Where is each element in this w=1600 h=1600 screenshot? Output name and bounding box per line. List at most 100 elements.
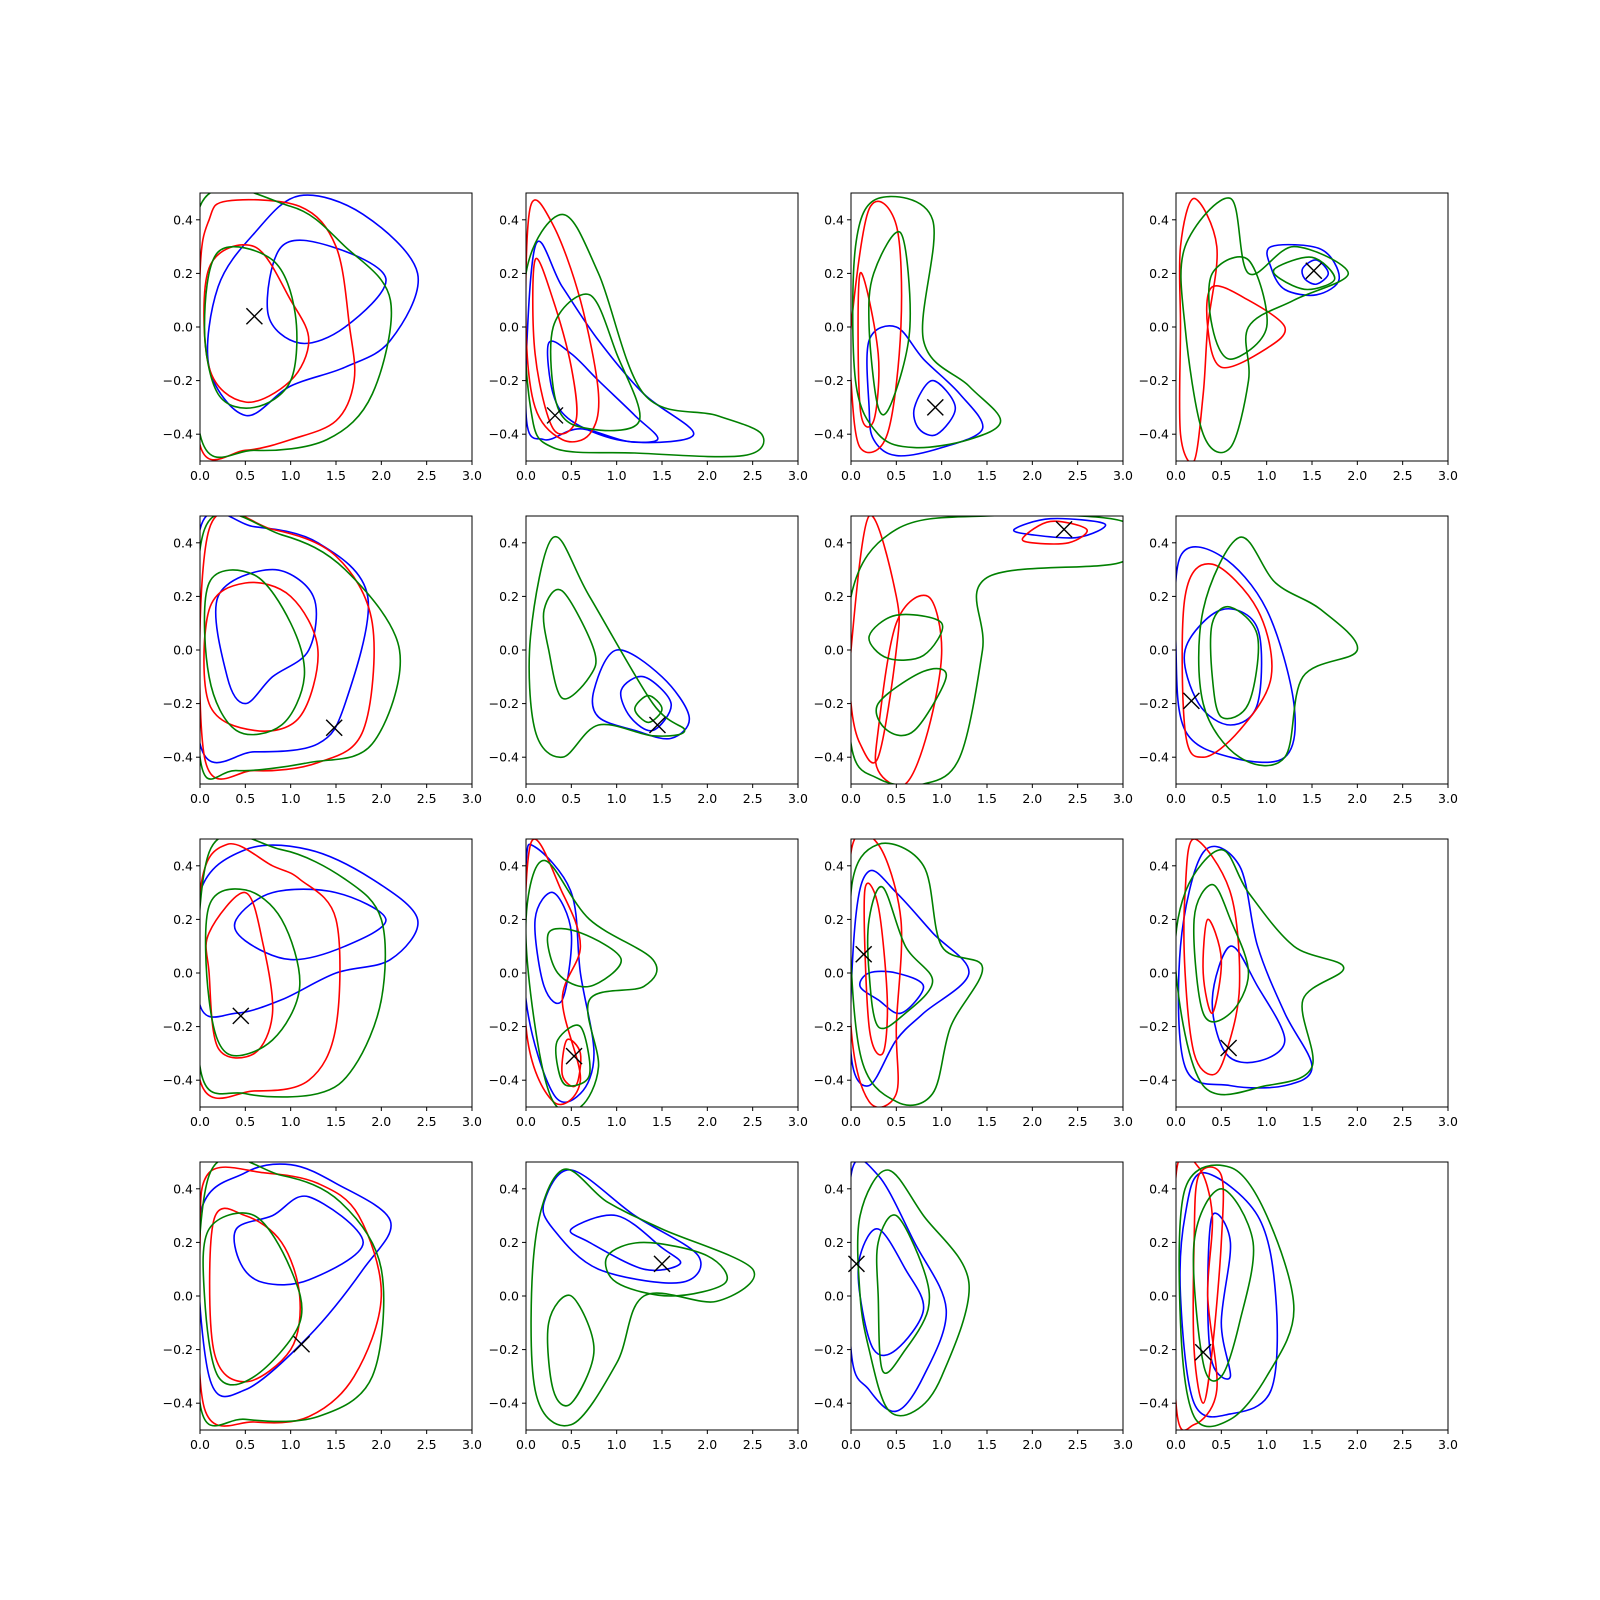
x-tick-label: 2.0: [371, 791, 391, 806]
contour-line: [233, 888, 387, 961]
x-tick-label: 0.5: [235, 791, 255, 806]
contour-lines: [200, 516, 402, 780]
contour-line: [1176, 1162, 1218, 1430]
contour-line: [530, 1168, 756, 1427]
x-tick-label: 0.0: [1166, 468, 1186, 483]
contour-line: [200, 842, 341, 1100]
y-tick-label: −0.2: [489, 1019, 519, 1034]
contour-line: [1177, 845, 1313, 1089]
y-tick-label: 0.4: [824, 1181, 844, 1196]
subplot-2-1: 0.0 0.5 1.0 1.5 2.0 2.5 3.0 0.4 0.2 0.0 −0.2 −0.4: [163, 515, 482, 806]
subplot-3-2: 0.0 0.5 1.0 1.5 2.0 2.5 3.0 0.4 0.2 0.0 −0.2 −0.4: [489, 838, 808, 1129]
x-marker: [546, 406, 564, 424]
y-tick-label: 0.4: [173, 535, 193, 550]
subplot-1-3: 0.0 0.5 1.0 1.5 2.0 2.5 3.0 0.4 0.2 0.0 −0.2 −0.4: [814, 192, 1133, 483]
x-tick-label: 1.0: [932, 1437, 952, 1452]
y-tick-label: −0.2: [163, 1342, 193, 1357]
x-tick-label: 0.5: [561, 1114, 581, 1129]
subplot-3-3: 0.0 0.5 1.0 1.5 2.0 2.5 3.0 0.4 0.2 0.0 −0.2 −0.4: [814, 838, 1133, 1129]
y-tick-label: 0.4: [824, 858, 844, 873]
contour-line: [200, 1163, 392, 1398]
y-tick-label: −0.4: [489, 750, 519, 765]
y-tick-label: 0.0: [824, 320, 844, 335]
contour-line: [531, 257, 578, 435]
y-tick-label: 0.4: [1149, 858, 1169, 873]
y-tick-label: −0.2: [163, 1019, 193, 1034]
y-tick-label: 0.0: [173, 1289, 193, 1304]
contour-line: [554, 1024, 591, 1087]
x-tick-label: 0.5: [235, 1114, 255, 1129]
contour-line: [542, 588, 597, 700]
contour-line: [526, 839, 582, 1106]
contour-line: [866, 325, 984, 457]
x-tick-label: 1.0: [932, 791, 952, 806]
y-tick-label: −0.4: [163, 1396, 193, 1411]
x-tick-label: 0.5: [886, 791, 906, 806]
subplot-4-4: 0.0 0.5 1.0 1.5 2.0 2.5 3.0 0.4 0.2 0.0 −0.2 −0.4: [1139, 1161, 1458, 1452]
y-tick-label: 0.0: [173, 643, 193, 658]
x-tick-label: 2.0: [1347, 1437, 1367, 1452]
y-tick-label: −0.4: [814, 1396, 844, 1411]
contour-line: [200, 516, 375, 780]
y-tick-label: 0.4: [1149, 535, 1169, 550]
x-tick-label: 2.0: [371, 1437, 391, 1452]
subplot-2-4: 0.0 0.5 1.0 1.5 2.0 2.5 3.0 0.4 0.2 0.0 −0.2 −0.4: [1139, 515, 1458, 806]
y-tick-label: −0.4: [489, 427, 519, 442]
y-tick-label: 0.2: [1149, 266, 1169, 281]
contour-line: [200, 193, 393, 458]
y-tick-label: −0.4: [1139, 1073, 1169, 1088]
x-tick-label: 1.0: [1257, 468, 1277, 483]
y-tick-label: 0.2: [824, 912, 844, 927]
contour-line: [204, 888, 301, 1057]
y-tick-label: −0.4: [814, 1073, 844, 1088]
x-tick-label: 3.0: [788, 791, 808, 806]
x-tick-label: 2.5: [1393, 468, 1413, 483]
x-tick-label: 2.0: [1022, 791, 1042, 806]
contour-line: [233, 1195, 364, 1286]
y-tick-label: −0.2: [163, 373, 193, 388]
x-tick-label: 3.0: [1438, 791, 1458, 806]
x-tick-label: 1.0: [281, 468, 301, 483]
contour-lines: [200, 193, 420, 461]
contour-lines: [200, 839, 419, 1100]
x-marker: [1194, 1343, 1212, 1361]
y-tick-label: 0.2: [173, 266, 193, 281]
y-tick-label: −0.4: [1139, 750, 1169, 765]
x-tick-label: 1.0: [607, 791, 627, 806]
y-tick-label: −0.4: [489, 1396, 519, 1411]
subplot-1-2: 0.0 0.5 1.0 1.5 2.0 2.5 3.0 0.4 0.2 0.0 −0.2 −0.4: [489, 192, 808, 483]
contour-line: [1209, 605, 1260, 720]
x-tick-label: 0.5: [1211, 1114, 1231, 1129]
x-tick-label: 1.5: [652, 468, 672, 483]
x-tick-label: 1.5: [326, 1114, 346, 1129]
contour-line: [868, 613, 944, 661]
contour-line: [266, 239, 387, 345]
y-tick-label: −0.2: [489, 1342, 519, 1357]
x-tick-label: 3.0: [1113, 1114, 1133, 1129]
contour-line: [1183, 608, 1263, 726]
y-tick-label: 0.2: [499, 589, 519, 604]
x-marker: [1220, 1039, 1238, 1057]
y-tick-label: −0.2: [489, 373, 519, 388]
contour-line: [851, 195, 1002, 449]
x-tick-label: 1.5: [977, 791, 997, 806]
contour-line: [208, 1207, 301, 1383]
contour-line: [200, 844, 419, 1018]
x-tick-label: 1.5: [326, 1437, 346, 1452]
x-tick-label: 0.0: [190, 468, 210, 483]
contour-line: [634, 694, 663, 724]
y-tick-label: −0.2: [163, 696, 193, 711]
x-tick-label: 2.5: [417, 1114, 437, 1129]
contour-line: [866, 885, 934, 1030]
y-tick-label: −0.2: [489, 696, 519, 711]
y-tick-label: 0.4: [1149, 212, 1169, 227]
contour-line: [1301, 259, 1330, 286]
y-tick-label: 0.4: [499, 535, 519, 550]
subplot-3-1: 0.0 0.5 1.0 1.5 2.0 2.5 3.0 0.4 0.2 0.0 −0.2 −0.4: [163, 838, 482, 1129]
x-tick-label: 2.5: [1068, 791, 1088, 806]
contour-lines: [528, 535, 691, 759]
x-tick-label: 1.0: [607, 1114, 627, 1129]
contour-lines: [851, 195, 1002, 457]
contour-line: [856, 1169, 970, 1417]
